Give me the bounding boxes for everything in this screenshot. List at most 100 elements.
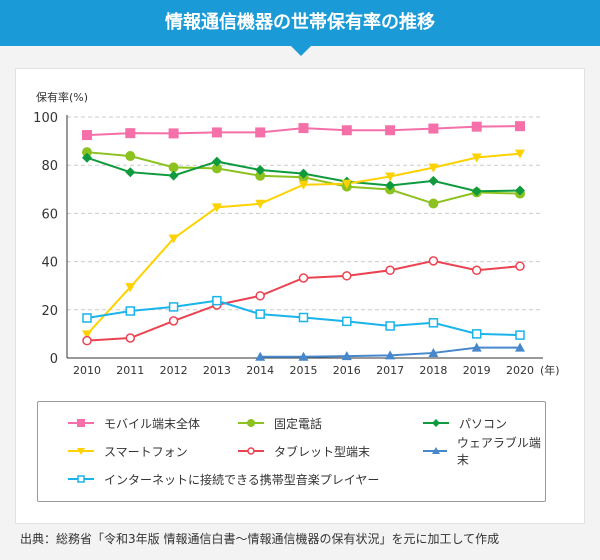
legend-swatch [423,447,447,454]
marker-circle [428,198,439,209]
y-tick-label: 0 [50,352,58,367]
marker-diamond [255,165,266,176]
marker-diamond [471,186,482,197]
marker-square-open [82,313,92,323]
marker-circle-open [125,333,136,343]
source-note: 出典：総務省「令和3年版 情報通信白書〜情報通信機器の保有状況」を元に加工して作… [20,532,500,546]
marker-square-open [515,330,525,340]
title-notch [290,45,312,56]
legend-item: スマートフォン [68,443,188,459]
marker-triangle-down [428,163,439,173]
marker-circle [211,163,222,174]
marker-diamond [385,180,396,191]
marker-triangle-down [211,203,222,213]
marker-circle-open [168,316,179,326]
legend-item: インターネットに接続できる携帯型音楽プレイヤー [68,471,379,487]
x-tick-label: 2016 [333,364,361,377]
marker-square-open [385,321,395,331]
marker-circle-open [428,256,439,266]
line-chart: 0 20 40 60 80 100 保有率(%) 2010 2011 2012 2013 2014 20… [33,90,559,377]
marker-square [82,130,92,141]
marker-diamond [428,175,439,186]
marker-triangle-down [515,149,525,159]
marker-square-open [168,302,179,312]
legend: モバイル端末全体 固定電話 パソコンスマートフォン タブレット型端末 ウェアラブル端末イ… [37,401,546,502]
marker-triangle [432,447,440,454]
x-tick-label: 2011 [116,364,144,377]
marker-triangle [515,342,525,352]
marker-circle [247,419,255,427]
legend-label: タブレット型端末 [274,444,371,459]
marker-triangle [385,350,396,360]
marker-circle-open [247,447,255,455]
marker-diamond [211,156,222,167]
x-tick-label: 2015 [290,364,318,377]
marker-square [471,121,482,132]
legend-label: インターネットに接続できる携帯型音楽プレイヤー [104,472,380,487]
marker-triangle-down [255,199,266,209]
marker-triangle [298,351,309,361]
y-tick-label: 100 [33,111,58,126]
marker-circle [168,162,179,173]
x-tick-label: 2018 [419,364,447,377]
x-tick-label: 2017 [376,364,404,377]
x-tick-label: 2019 [463,364,491,377]
marker-circle-open [255,291,265,301]
marker-triangle-down [77,448,85,455]
marker-circle-open [515,261,525,271]
marker-square-open [125,306,136,316]
marker-triangle [341,351,352,361]
legend-label: パソコン [459,416,508,431]
legend-item: ウェアラブル端末 [423,436,545,467]
legend-label: スマートフォン [104,444,188,459]
x-tick-label: 2020 [506,364,534,377]
y-tick-label: 40 [41,256,58,271]
marker-square [428,123,439,134]
marker-diamond [82,152,92,163]
marker-square [168,128,179,139]
marker-triangle-down [82,330,92,340]
legend-swatch [423,419,449,427]
x-tick-label: 2013 [203,364,231,377]
x-tick-label: 2012 [160,364,188,377]
marker-circle-open [471,265,482,276]
marker-circle-open [298,273,309,283]
x-tick-label: 2010 [73,364,101,377]
marker-diamond [298,168,309,179]
legend-item: タブレット型端末 [238,443,370,459]
legend-label: ウェアラブル端末 [456,436,541,467]
legend-swatch [68,448,94,455]
marker-triangle-down [385,172,396,182]
marker-square [125,128,136,139]
legend-swatch [238,419,264,427]
marker-square [255,127,266,138]
legend-swatch [68,475,94,483]
marker-diamond [432,419,440,427]
marker-square [211,127,222,138]
marker-diamond [125,167,136,178]
marker-square-open [428,318,439,328]
marker-triangle-down [298,180,309,190]
marker-triangle [255,351,266,361]
marker-circle [125,151,136,162]
marker-square [515,121,525,132]
legend-label: モバイル端末全体 [104,416,201,431]
marker-square-open [471,329,482,339]
marker-square-open [342,316,352,327]
marker-circle-open [342,271,352,281]
y-tick-label: 20 [41,304,58,319]
marker-square [77,419,85,427]
marker-triangle [428,347,439,357]
legend-item: 固定電話 [238,415,322,431]
marker-square-open [298,312,309,323]
marker-square-open [255,309,265,319]
x-tick-label: 2014 [246,364,274,377]
marker-circle [82,147,92,158]
marker-triangle-down [341,179,352,189]
marker-diamond [515,185,525,196]
marker-diamond [168,170,179,181]
legend-label: 固定電話 [274,416,323,431]
marker-square [341,125,352,136]
marker-square-open [212,295,222,306]
marker-triangle-down [168,234,179,244]
